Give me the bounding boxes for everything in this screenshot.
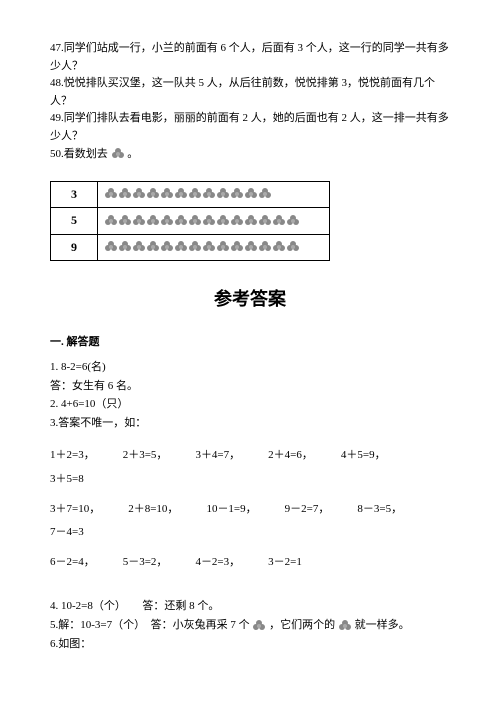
section-title: 一. 解答题 (50, 334, 450, 352)
flower-icon (160, 240, 174, 254)
answer-1-line1: 1. 8-2=6(名) (50, 359, 450, 377)
flower-table: 359 (50, 181, 330, 261)
flower-icon (104, 187, 118, 201)
flower-icon (286, 240, 300, 254)
flower-icon (188, 214, 202, 228)
answers-title: 参考答案 (50, 285, 450, 314)
answer-5-a: 5.解：10-3=7（个） 答：小灰兔再采 7 个 (50, 619, 250, 631)
flower-icon (160, 214, 174, 228)
equation-row-continuation: 7－4=3 (50, 524, 450, 542)
question-50: 50.看数划去 。 (50, 146, 450, 164)
equation-cell: 2＋3=5， (123, 447, 168, 465)
answer-3: 3.答案不唯一，如： (50, 415, 450, 433)
equation-cell: 3＋7=10， (50, 501, 100, 519)
flower-icon (244, 214, 258, 228)
flower-icon (286, 214, 300, 228)
flower-icon (230, 240, 244, 254)
flower-icon (146, 240, 160, 254)
answer-2: 2. 4+6=10（只） (50, 396, 450, 414)
answer-4: 4. 10-2=8（个） 答：还剩 8 个。 (50, 598, 450, 616)
flower-icon (132, 187, 146, 201)
flower-icon (118, 240, 132, 254)
equation-cell: 4－2=3， (195, 554, 240, 572)
equation-row: 6－2=4， 5－3=2， 4－2=3， 3－2=1 (50, 554, 450, 572)
flower-icon (160, 187, 174, 201)
table-row: 5 (51, 208, 330, 234)
flower-icon (202, 187, 216, 201)
table-flower-cell (98, 208, 330, 234)
table-number-cell: 3 (51, 182, 98, 208)
flower-icon (174, 214, 188, 228)
table-row: 3 (51, 182, 330, 208)
equation-cell: 3－2=1 (268, 554, 302, 572)
question-50-text-a: 50.看数划去 (50, 148, 108, 160)
flower-icon (132, 240, 146, 254)
flower-icon (104, 240, 118, 254)
table-number-cell: 9 (51, 234, 98, 260)
answer-5-c: 就一样多。 (355, 619, 410, 631)
question-48: 48.悦悦排队买汉堡，这一队共 5 人，从后往前数，悦悦排第 3，悦悦前面有几个… (50, 75, 450, 110)
equation-cell: 8－3=5， (357, 501, 402, 519)
flower-icon (338, 619, 352, 633)
flower-icon (258, 187, 272, 201)
equation-cell: 2＋4=6， (268, 447, 313, 465)
flower-icon (111, 147, 125, 161)
equation-row-continuation: 3＋5=8 (50, 471, 450, 489)
answer-1-line2: 答：女生有 6 名。 (50, 378, 450, 396)
flower-icon (132, 214, 146, 228)
flower-icon (118, 187, 132, 201)
table-flower-cell (98, 182, 330, 208)
flower-icon (216, 214, 230, 228)
flower-icon (272, 214, 286, 228)
flower-icon (272, 240, 286, 254)
flower-icon (104, 214, 118, 228)
answer-5-b: ，它们两个的 (269, 619, 335, 631)
table-flower-cell (98, 234, 330, 260)
equation-cell: 2＋8=10， (128, 501, 178, 519)
flower-icon (216, 187, 230, 201)
page: 47.同学们站成一行，小兰的前面有 6 个人，后面有 3 个人，这一行的同学一共… (0, 0, 500, 674)
flower-icon (202, 240, 216, 254)
table-row: 9 (51, 234, 330, 260)
flower-icon (188, 240, 202, 254)
flower-icon (258, 240, 272, 254)
flower-icon (146, 187, 160, 201)
flower-icon (230, 214, 244, 228)
flower-icon (146, 214, 160, 228)
equation-row: 1＋2=3， 2＋3=5， 3＋4=7， 2＋4=6， 4＋5=9， (50, 447, 450, 465)
equation-cell: 1＋2=3， (50, 447, 95, 465)
equation-rows: 1＋2=3， 2＋3=5， 3＋4=7， 2＋4=6， 4＋5=9， 3＋5=8 3＋7=1… (50, 447, 450, 583)
flower-icon (252, 619, 266, 633)
question-47: 47.同学们站成一行，小兰的前面有 6 个人，后面有 3 个人，这一行的同学一共… (50, 40, 450, 75)
answer-5: 5.解：10-3=7（个） 答：小灰兔再采 7 个 ，它们两个的 就一样多。 (50, 617, 450, 635)
equation-row: 3＋7=10， 2＋8=10， 10－1=9， 9－2=7， 8－3=5， (50, 501, 450, 519)
answer-6: 6.如图： (50, 636, 450, 654)
equation-cell: 4＋5=9， (341, 447, 386, 465)
flower-icon (174, 240, 188, 254)
flower-icon (258, 214, 272, 228)
flower-icon (244, 187, 258, 201)
flower-icon (188, 187, 202, 201)
question-49: 49.同学们排队去看电影，丽丽的前面有 2 人，她的后面也有 2 人，这一排一共… (50, 110, 450, 145)
flower-icon (174, 187, 188, 201)
flower-icon (202, 214, 216, 228)
flower-icon (244, 240, 258, 254)
equation-cell: 9－2=7， (285, 501, 330, 519)
question-50-text-b: 。 (127, 148, 138, 160)
table-number-cell: 5 (51, 208, 98, 234)
equation-cell: 5－3=2， (123, 554, 168, 572)
equation-cell: 10－1=9， (206, 501, 256, 519)
equation-cell: 6－2=4， (50, 554, 95, 572)
flower-icon (118, 214, 132, 228)
equation-cell: 3＋4=7， (195, 447, 240, 465)
flower-icon (216, 240, 230, 254)
flower-icon (230, 187, 244, 201)
